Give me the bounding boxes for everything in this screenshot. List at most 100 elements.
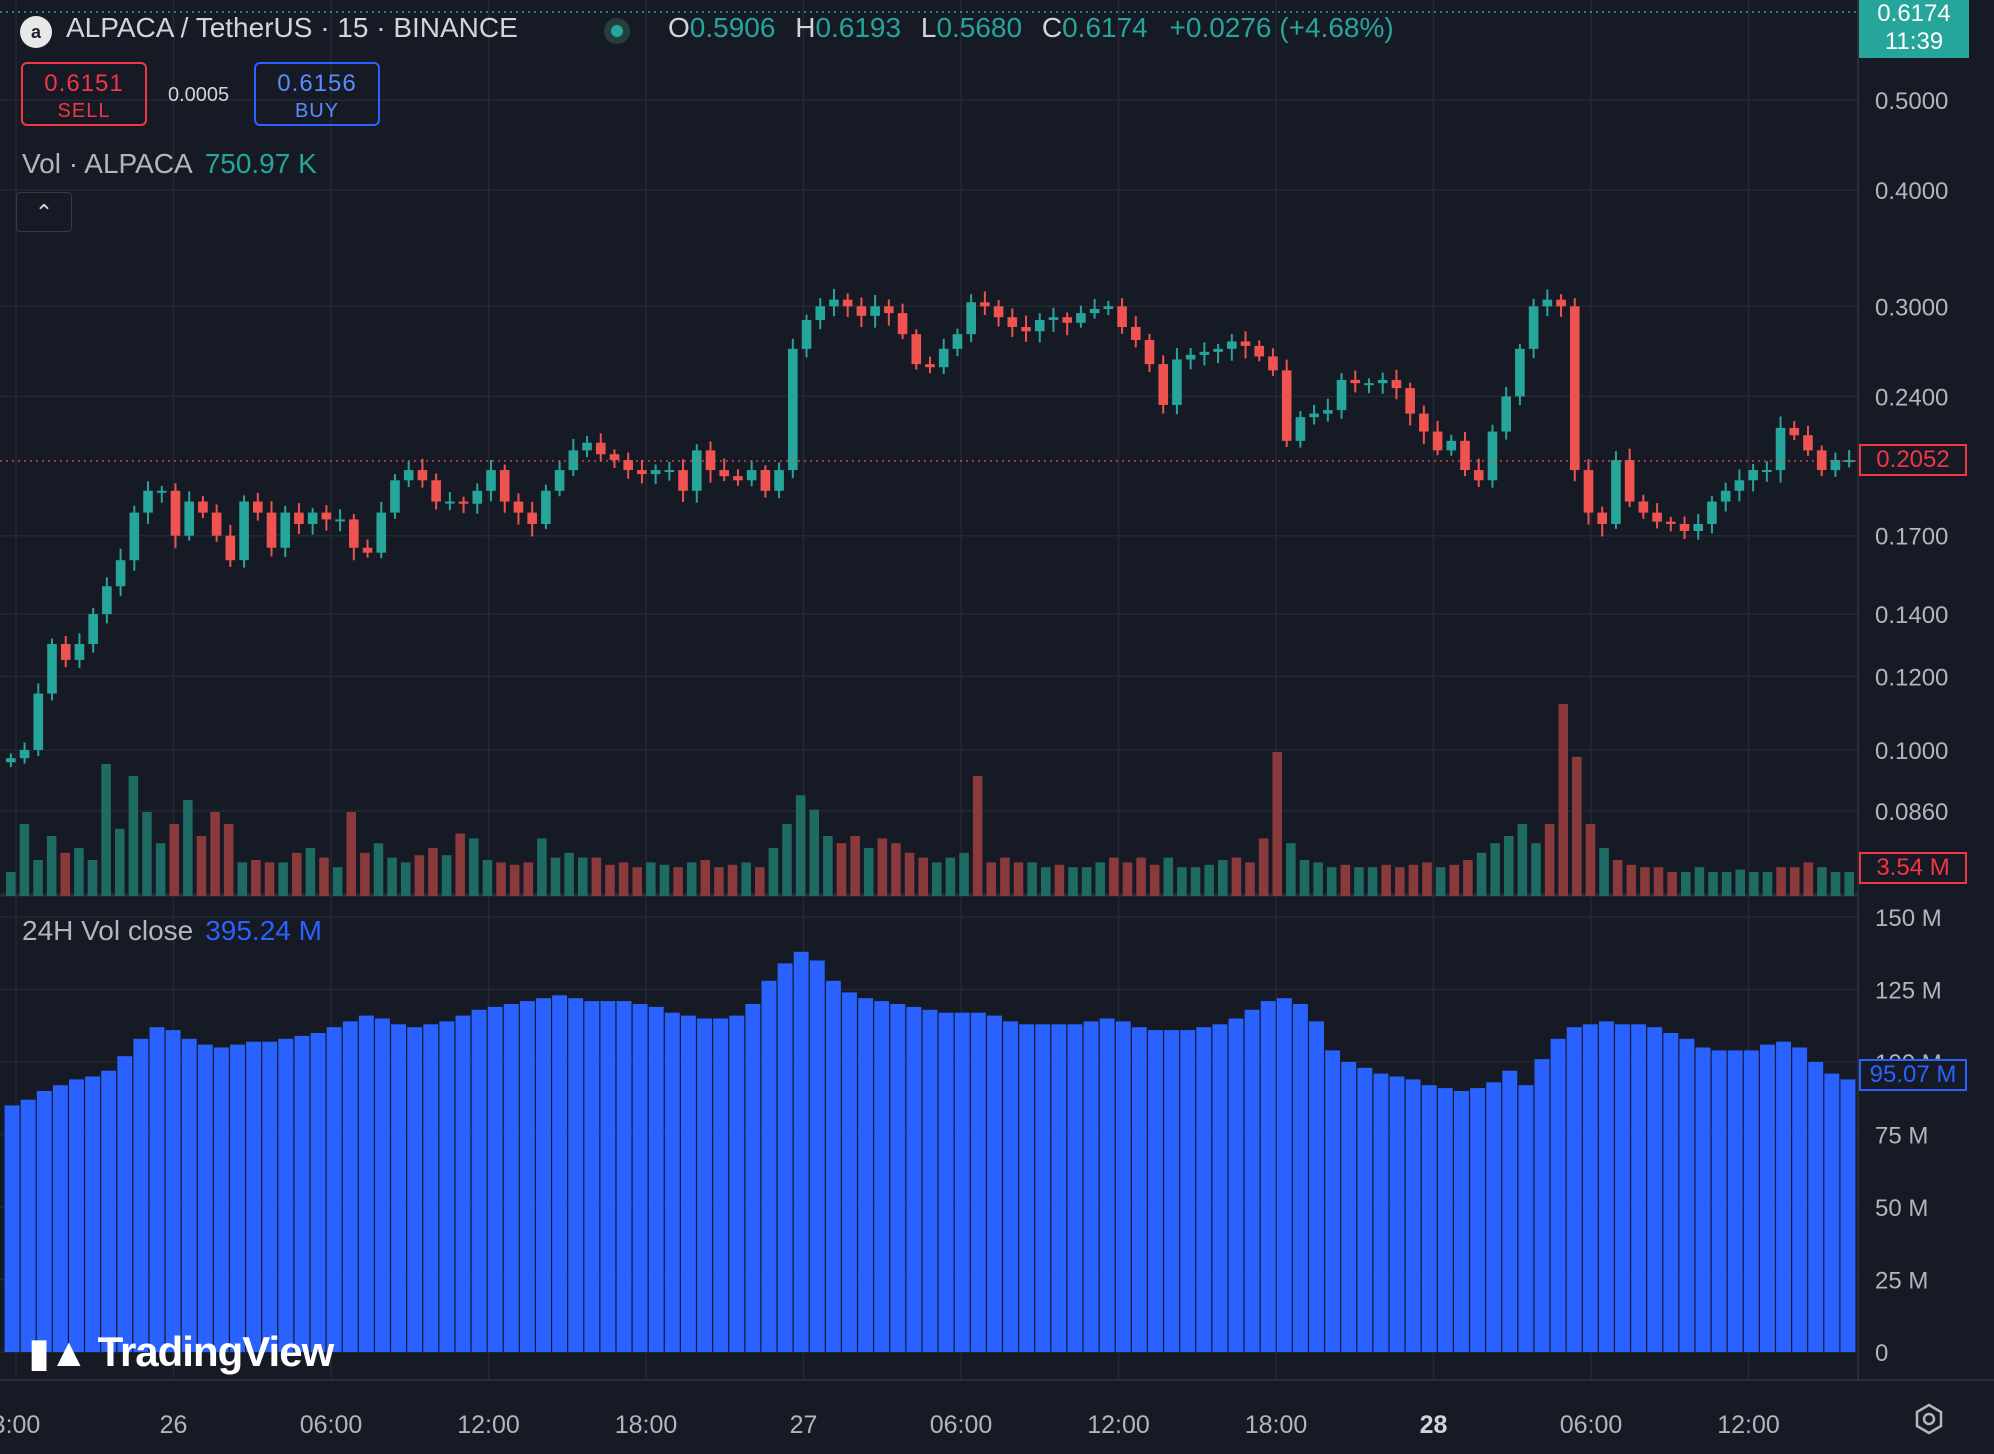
volume-bar (196, 836, 207, 896)
volume-bar (155, 843, 166, 896)
volume-bar (319, 857, 329, 896)
vol24-bar (648, 1006, 664, 1352)
volume-bar (169, 824, 179, 896)
vol24-bar (246, 1041, 262, 1352)
volume-legend[interactable]: Vol · ALPACA 750.97 K (22, 148, 317, 180)
volume-bar (60, 852, 71, 896)
close-label: C (1041, 12, 1063, 43)
volume-bar (441, 855, 452, 896)
volume-bar (904, 852, 915, 896)
vol24-bar (310, 1033, 326, 1352)
vol24-bar (552, 995, 568, 1352)
candle-body (1679, 523, 1690, 531)
candle-body (925, 364, 935, 368)
candle-body (870, 306, 880, 316)
vol24-bar (1212, 1024, 1228, 1352)
volume-bar (46, 836, 57, 896)
candle-body (1693, 523, 1704, 531)
vol24-bar (197, 1044, 213, 1352)
vol24-bar (1502, 1070, 1518, 1352)
volume-bar (714, 867, 724, 896)
vol24-bar (1615, 1024, 1630, 1352)
volume-bar (1762, 872, 1773, 896)
volume-legend-value: 750.97 K (204, 148, 317, 179)
candle-body (1583, 470, 1594, 513)
vol24-bar (342, 1021, 358, 1352)
volume-bar (387, 857, 397, 896)
candle-body (280, 512, 291, 548)
gear-icon[interactable] (1912, 1402, 1946, 1436)
candle-body (198, 501, 208, 513)
vol24-bar (213, 1047, 229, 1352)
vol24-bar (536, 998, 551, 1352)
candle-body (1158, 364, 1169, 405)
vol24-bar (954, 1012, 970, 1352)
volume-bar (1245, 862, 1255, 896)
candle-body (445, 501, 455, 504)
vol24-bar (1083, 1021, 1099, 1352)
candle-body (74, 644, 85, 660)
volume-bar (972, 776, 983, 896)
volume-bar (1013, 862, 1024, 896)
candle-body (1528, 306, 1539, 349)
candle-body (294, 512, 304, 524)
volume-value-tag: 3.54 M (1859, 852, 1967, 884)
volume-bar (1463, 860, 1473, 896)
volume-bar (1694, 867, 1705, 896)
symbol-icon[interactable]: a (20, 16, 52, 48)
sell-button[interactable]: 0.6151 SELL (21, 62, 147, 126)
vol24-bar (1357, 1067, 1373, 1352)
candle-body (403, 470, 414, 481)
candle-body (1062, 317, 1072, 323)
candle-body (143, 490, 153, 513)
candle-body (307, 512, 318, 524)
vol24-bar (133, 1038, 149, 1352)
candle-body (211, 512, 222, 536)
vol24-tick-label: 125 M (1875, 978, 1942, 1005)
candle-body (541, 490, 551, 524)
tradingview-logo[interactable]: ▮▲ TradingView (28, 1328, 334, 1376)
volume-bar (523, 862, 534, 896)
chevron-up-icon[interactable]: ⌃ (16, 192, 72, 232)
time-tick-label: 12:00 (1087, 1411, 1150, 1439)
volume-bar (1081, 867, 1092, 896)
candle-body (897, 313, 908, 335)
volume-bar (727, 864, 738, 896)
price-tick-label: 0.5000 (1875, 88, 1948, 115)
candle-body (1542, 299, 1553, 307)
open-label: O (668, 12, 690, 43)
candle-body (884, 306, 894, 314)
vol24-bar (745, 1004, 761, 1352)
bar-countdown: 11:39 (1884, 28, 1944, 55)
candle-body (1213, 348, 1223, 352)
buy-button[interactable]: 0.6156 BUY (254, 62, 380, 126)
candle-body (472, 490, 483, 504)
volume-legend-label: Vol · ALPACA (22, 148, 193, 179)
close-value: 0.6174 (1062, 12, 1148, 43)
vol24-bar (85, 1076, 101, 1352)
candle-body (1720, 490, 1731, 502)
vol24-bar (391, 1024, 407, 1352)
vol24-bar (181, 1038, 197, 1352)
candle-body (1734, 480, 1745, 491)
volume-bar (1258, 838, 1269, 896)
symbol-title[interactable]: ALPACA / TetherUS · 15 · BINANCE (66, 12, 518, 43)
volume-bar (673, 867, 683, 896)
volume-bar (1231, 857, 1242, 896)
volume-bar (1653, 867, 1664, 896)
vol24-legend[interactable]: 24H Vol close 395.24 M (22, 915, 322, 947)
market-status-icon[interactable] (604, 18, 630, 44)
candle-body (1830, 460, 1841, 471)
vol24-bar (358, 1015, 374, 1352)
change-value: +0.0276 (+4.68%) (1169, 12, 1394, 43)
volume-bar (1640, 867, 1650, 896)
current-price: 0.6174 (1877, 0, 1951, 27)
candle-body (1446, 440, 1457, 451)
candle-body (1638, 501, 1649, 513)
volume-bar (1000, 857, 1010, 896)
candle-body (513, 501, 524, 513)
candle-body (1597, 512, 1608, 524)
volume-bar (1558, 704, 1568, 896)
tradingview-logo-icon: ▮▲ (28, 1331, 89, 1375)
